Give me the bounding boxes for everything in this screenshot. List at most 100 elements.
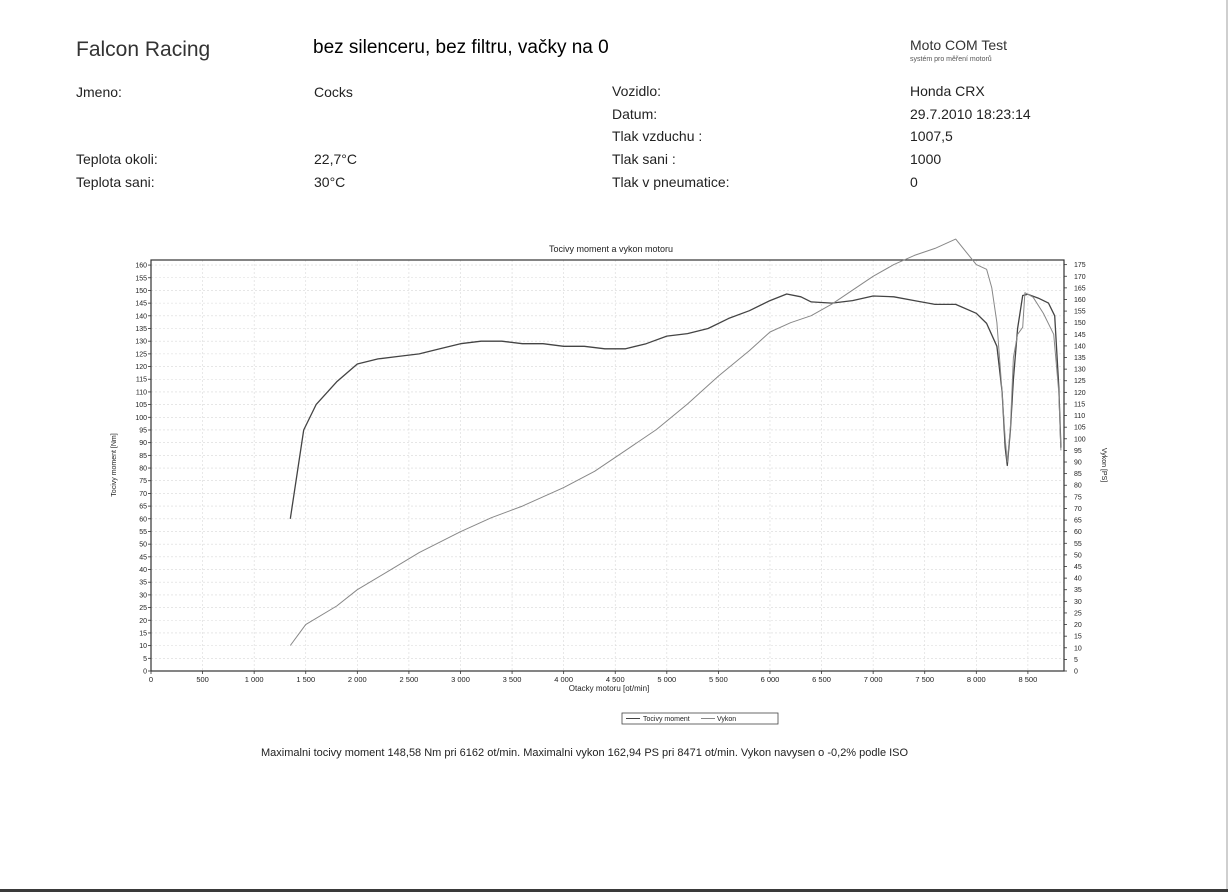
y2-tick-label-15: 75 xyxy=(1074,494,1082,501)
y-tick-label-14: 70 xyxy=(139,491,147,498)
y-tick-label-26: 130 xyxy=(135,339,147,346)
x-tick-label-0: 0 xyxy=(149,675,153,684)
y-tick-label-23: 115 xyxy=(136,377,147,384)
datum-label: Datum: xyxy=(612,106,658,122)
y2-tick-label-27: 135 xyxy=(1074,355,1086,362)
y-tick-label-27: 135 xyxy=(135,326,147,333)
datum-value: 29.7.2010 18:23:14 xyxy=(910,106,1031,122)
y2-tick-label-2: 10 xyxy=(1074,645,1082,652)
tlak-sani-value: 1000 xyxy=(910,151,942,167)
teplota-sani-value: 30°C xyxy=(314,174,346,190)
y2-tick-label-11: 55 xyxy=(1074,541,1082,548)
plot-frame xyxy=(150,259,1065,672)
x-tick-label-5: 2 500 xyxy=(400,675,419,684)
y2-tick-label-20: 100 xyxy=(1074,436,1086,443)
y-tick-label-28: 140 xyxy=(135,313,147,320)
x-tick-label-2: 1 000 xyxy=(245,675,264,684)
y2-tick-label-9: 45 xyxy=(1074,564,1082,571)
y2-tick-label-28: 140 xyxy=(1074,343,1086,350)
teplota-okoli-label: Teplota okoli: xyxy=(76,151,158,167)
x-axis-label: Otacky motoru [ot/min] xyxy=(569,684,649,693)
y2-tick-label-29: 145 xyxy=(1074,332,1086,339)
y-tick-label-31: 155 xyxy=(135,275,147,282)
chart-legend: Tocivy moment Vykon xyxy=(621,712,779,725)
y-tick-label-2: 10 xyxy=(139,643,147,650)
x-tick-label-15: 7 500 xyxy=(915,675,934,684)
y-tick-label-10: 50 xyxy=(139,542,147,549)
tlak-sani-label: Tlak sani : xyxy=(612,151,676,167)
test-subtitle: bez silenceru, bez filtru, vačky na 0 xyxy=(313,37,609,58)
y2-tick-label-18: 90 xyxy=(1074,460,1082,467)
x-tick-label-3: 1 500 xyxy=(296,675,315,684)
y2-tick-label-7: 35 xyxy=(1074,587,1082,594)
y-tick-label-17: 85 xyxy=(139,453,147,460)
y-axis-label: Tocivy moment [Nm] xyxy=(111,433,118,496)
chart-series xyxy=(289,238,1062,646)
y2-tick-label-8: 40 xyxy=(1074,576,1082,583)
y2-tick-label-21: 105 xyxy=(1074,425,1086,432)
teplota-sani-label: Teplota sani: xyxy=(76,174,155,190)
y2-tick-label-12: 60 xyxy=(1074,529,1082,536)
y-tick-label-25: 125 xyxy=(135,351,147,358)
tlak-vzduchu-value: 1007,5 xyxy=(910,128,953,144)
teplota-okoli-value: 22,7°C xyxy=(314,151,357,167)
y-tick-label-1: 5 xyxy=(143,656,147,663)
y2-tick-label-33: 165 xyxy=(1074,285,1086,292)
y-tick-label-4: 20 xyxy=(139,618,147,625)
y2-tick-label-23: 115 xyxy=(1074,401,1085,408)
tlak-pneumatice-label: Tlak v pneumatice: xyxy=(612,174,730,190)
y-axis-ticks: 0 5 10 15 20 25 30 35 40 45 50 55 60 65 70 75 80 85 90 95 10… xyxy=(135,263,151,676)
y-tick-label-13: 65 xyxy=(139,504,147,511)
series-line-torque xyxy=(289,293,1062,519)
y2-axis-ticks: 0 5 10 15 20 25 30 35 40 45 50 55 60 65 70 75 80 85 90 95 10… xyxy=(1064,262,1086,676)
y2-tick-label-14: 70 xyxy=(1074,506,1082,513)
y-tick-label-11: 55 xyxy=(139,529,147,536)
y-tick-label-18: 90 xyxy=(139,440,147,447)
y2-tick-label-1: 5 xyxy=(1074,657,1078,664)
y-tick-label-0: 0 xyxy=(143,669,147,676)
y2-tick-label-3: 15 xyxy=(1074,634,1082,641)
y-tick-label-24: 120 xyxy=(135,364,147,371)
y2-tick-label-0: 0 xyxy=(1074,669,1078,676)
x-tick-label-9: 4 500 xyxy=(606,675,625,684)
brand-title: Falcon Racing xyxy=(76,38,211,61)
y2-tick-label-5: 25 xyxy=(1074,610,1082,617)
x-tick-label-10: 5 000 xyxy=(657,675,676,684)
jmeno-label: Jmeno: xyxy=(76,84,122,100)
y2-tick-label-10: 50 xyxy=(1074,552,1082,559)
chart-grid xyxy=(150,260,1064,672)
y-tick-label-7: 35 xyxy=(139,580,147,587)
x-tick-label-4: 2 000 xyxy=(348,675,367,684)
x-tick-label-14: 7 000 xyxy=(864,675,883,684)
y2-tick-label-26: 130 xyxy=(1074,367,1086,374)
x-tick-label-1: 500 xyxy=(196,675,209,684)
y-tick-label-9: 45 xyxy=(139,554,147,561)
y-tick-label-22: 110 xyxy=(136,389,147,396)
legend-box xyxy=(621,712,779,725)
legend-label-power: Vykon xyxy=(717,716,736,723)
y2-tick-label-32: 160 xyxy=(1074,297,1086,304)
y-tick-label-21: 105 xyxy=(135,402,147,409)
x-tick-label-13: 6 500 xyxy=(812,675,831,684)
y2-tick-label-13: 65 xyxy=(1074,518,1082,525)
scan-edge xyxy=(1226,0,1228,892)
x-tick-label-8: 4 000 xyxy=(554,675,573,684)
y2-tick-label-17: 85 xyxy=(1074,471,1082,478)
x-tick-label-17: 8 500 xyxy=(1019,675,1038,684)
tlak-vzduchu-label: Tlak vzduchu : xyxy=(612,128,703,144)
y2-axis-label: Vykon [PS] xyxy=(1100,448,1107,482)
y2-tick-label-30: 150 xyxy=(1074,320,1086,327)
chart-title: Tocivy moment a vykon motoru xyxy=(549,244,673,254)
y2-tick-label-16: 80 xyxy=(1074,483,1082,490)
tlak-pneumatice-value: 0 xyxy=(910,174,918,190)
software-subtitle: systém pro měření motorů xyxy=(910,56,992,63)
y-tick-label-15: 75 xyxy=(139,478,147,485)
x-axis-ticks: 0 500 1 000 1 500 2 000 2 500 3 000 3 500 4 000 4… xyxy=(149,671,1037,684)
y2-tick-label-19: 95 xyxy=(1074,448,1082,455)
y-tick-label-30: 150 xyxy=(135,288,147,295)
vozidlo-value: Honda CRX xyxy=(910,83,985,99)
y-tick-label-16: 80 xyxy=(139,466,147,473)
y2-tick-label-25: 125 xyxy=(1074,378,1086,385)
y-tick-label-19: 95 xyxy=(139,427,147,434)
x-tick-label-7: 3 500 xyxy=(503,675,522,684)
